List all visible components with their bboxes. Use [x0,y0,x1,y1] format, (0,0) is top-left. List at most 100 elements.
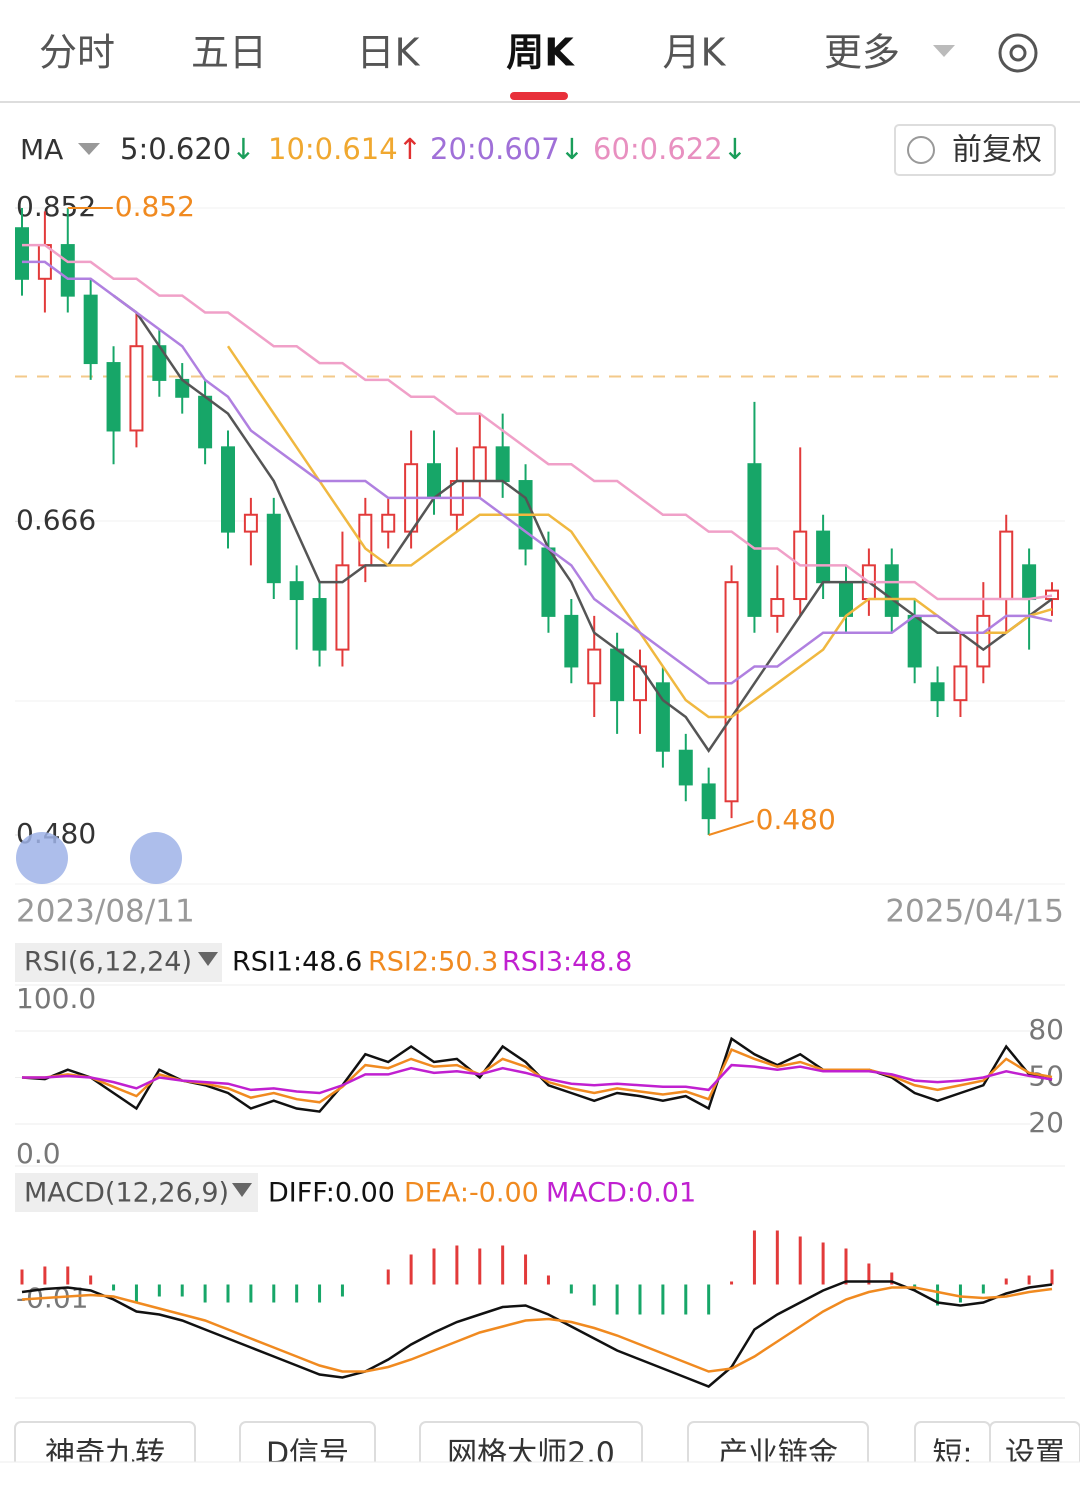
candle-body [999,530,1014,601]
rsi-value: RSI2:50.3 [368,947,498,978]
candle-body [655,682,670,752]
rsi-caret [198,952,218,966]
bottom-button-label: 产业链金 [718,1437,838,1472]
candle-body [243,513,258,533]
adjust-button-frame[interactable] [894,124,1056,176]
candle-body [839,581,853,617]
candle-body [724,581,739,803]
candle-body [129,345,144,432]
active-tab-underline [510,92,568,100]
candle-body [266,513,281,584]
candle-body [930,682,945,702]
tab[interactable]: 周K [506,31,575,75]
ma-value: 20:0.607↓ [430,132,584,166]
candle-body [541,547,556,617]
candle-body [587,648,602,685]
candle-body [564,614,579,668]
tab[interactable]: 月K [663,31,727,75]
candle-body [289,581,304,601]
candle-body [358,513,373,567]
x-end-label: 2025/04/15 [885,894,1064,930]
macd-caret [232,1183,252,1197]
candle-body [381,513,396,533]
candle-body [427,463,441,499]
macd-selector[interactable] [15,1173,258,1212]
candle-body [221,446,235,533]
tab[interactable]: 更多 [824,31,900,75]
ma-arrow: ↓ [723,132,747,166]
candle-body [907,614,922,668]
bottom-button[interactable] [239,1421,376,1491]
ma-caret [78,143,100,155]
candle-body [816,530,831,584]
bottom-button-label: 神奇九转 [45,1437,165,1472]
candle-body [198,395,213,449]
candle-body [701,783,716,820]
candle-body [472,446,487,483]
candle-body [884,564,899,617]
rsi-label: RSI(6,12,24) [24,947,192,978]
macd-label: MACD(12,26,9) [24,1178,229,1209]
candle-body [747,463,762,617]
candle-body [335,564,350,651]
info-icon [907,136,935,164]
candle-body [953,665,968,702]
series-line [21,1286,1053,1373]
y2-tick-label: 80 [1028,1013,1064,1046]
ma-value: 60:0.622↓ [593,132,747,166]
ma-arrow: ↓ [231,132,255,166]
annotation: 0.480 [756,803,836,836]
bottom-button-label: D信号 [266,1437,349,1472]
candle-body [976,614,991,668]
adjust-button[interactable]: 前复权 [952,133,1042,168]
tab[interactable]: 日K [357,31,421,75]
float-button[interactable] [130,832,182,884]
y-tick-label: 100.0 [16,982,96,1015]
candle-body [106,362,121,432]
ma-arrow: ↓ [560,132,584,166]
float-button[interactable] [16,832,68,884]
bottom-button[interactable] [687,1421,869,1491]
annotation-leader [708,820,754,836]
tab[interactable]: 分时 [39,31,115,75]
macd-value: DIFF:0.00 [268,1178,395,1209]
bottom-button-label: 短: [932,1437,972,1472]
series-line [22,243,1053,601]
macd-value: MACD:0.01 [546,1178,696,1209]
bottom-button[interactable] [14,1421,196,1491]
candle-body [495,446,510,483]
ma-arrow: ↑ [398,132,422,166]
bottom-button-label: 网格大师2.0 [447,1437,615,1472]
x-start-label: 2023/08/11 [16,894,195,930]
bottom-button[interactable] [989,1421,1080,1491]
rsi-value: RSI1:48.6 [232,947,362,978]
ma-value: 10:0.614↑ [268,132,422,166]
candle-body [1022,564,1037,601]
ma-label: MA [20,133,63,166]
tab[interactable]: 五日 [191,31,267,75]
y2-tick-label: 20 [1028,1106,1064,1139]
bottom-bar: 神奇九转 D信号 网格大师2.0 产业链金 短: 设置 [14,1421,1080,1491]
series-line [22,1063,1053,1095]
bottom-button-label: 设置 [1005,1437,1065,1472]
settings-icon[interactable] [998,33,1038,73]
series-line [22,260,1053,685]
bottom-button[interactable] [419,1421,643,1491]
candle-body [610,648,625,702]
series-line [112,294,1053,753]
candle-body [770,598,785,617]
candle-body [60,244,75,297]
macd-value: DEA:-0.00 [404,1178,539,1209]
rsi-selector[interactable] [15,943,222,982]
rsi-value: RSI3:48.8 [502,947,632,978]
annotation: 0.852 [115,190,195,223]
candle-body [1045,589,1059,601]
y-tick-label: 0.666 [16,504,96,537]
y-tick-label: 0.852 [16,190,96,223]
y-tick-label: 0.0 [16,1137,61,1170]
series-line [21,1280,1053,1388]
candle-body [15,227,29,280]
candle-body [83,294,98,365]
candle-body [678,749,693,786]
